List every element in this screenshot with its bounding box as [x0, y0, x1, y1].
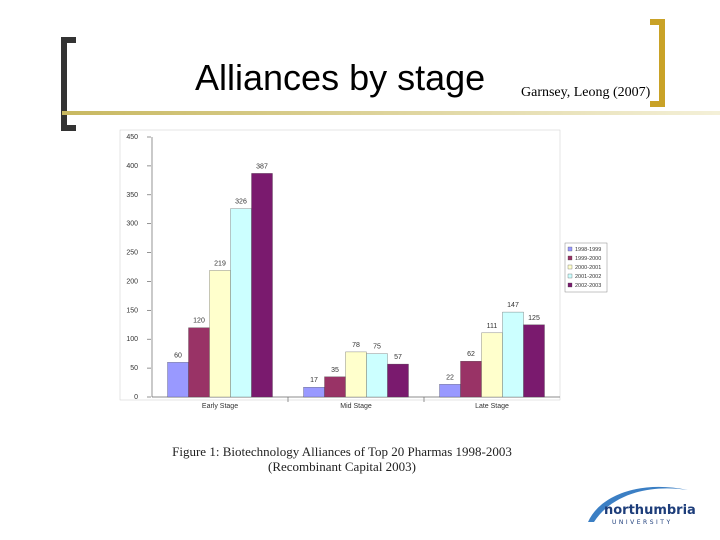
- bar: [366, 353, 388, 398]
- right-bracket: [650, 19, 665, 107]
- legend-swatch: [567, 246, 573, 252]
- bar: [481, 332, 503, 398]
- y-tick-label: 300: [126, 221, 138, 228]
- legend-label: 1999-2000: [575, 256, 601, 262]
- caption: (Recombinant Capital 2003): [268, 459, 416, 474]
- legend-swatch: [567, 282, 573, 288]
- legend-swatch: [567, 255, 573, 261]
- logo-swoosh: [588, 486, 688, 522]
- y-tick-label: 450: [126, 134, 138, 141]
- value-label: 387: [256, 163, 268, 170]
- bar: [230, 208, 252, 398]
- y-tick-label: 400: [126, 163, 138, 170]
- x-tick-label: Early Stage: [202, 403, 238, 410]
- bar: [523, 324, 545, 398]
- value-label: 326: [235, 199, 247, 206]
- y-tick-label: 150: [126, 307, 138, 314]
- legend-swatch: [567, 273, 573, 279]
- bar: [188, 327, 210, 398]
- logo-subtitle: UNIVERSITY: [612, 519, 673, 526]
- value-label: 62: [467, 351, 475, 358]
- bar: [345, 351, 367, 398]
- title-rule: [62, 111, 720, 115]
- bar: [303, 387, 325, 398]
- bar: [324, 376, 346, 398]
- value-label: 78: [352, 342, 360, 349]
- value-label: 57: [394, 354, 402, 361]
- value-label: 111: [487, 323, 498, 330]
- value-label: 22: [446, 374, 454, 381]
- bar: [209, 270, 231, 398]
- x-tick-label: Mid Stage: [340, 403, 372, 410]
- legend-swatch: [567, 264, 573, 270]
- value-label: 147: [507, 302, 519, 309]
- caption: Figure 1: Biotechnology Alliances of Top…: [172, 444, 512, 459]
- y-tick-label: 250: [126, 250, 138, 257]
- value-label: 120: [193, 318, 205, 325]
- value-label: 125: [528, 315, 540, 322]
- y-tick-label: 0: [134, 394, 138, 401]
- y-tick-label: 50: [130, 365, 138, 372]
- citation: Garnsey, Leong (2007): [521, 85, 651, 100]
- value-label: 35: [331, 367, 339, 374]
- bar: [439, 384, 461, 398]
- value-label: 75: [373, 344, 381, 351]
- bar: [502, 311, 524, 398]
- value-label: 17: [310, 377, 318, 384]
- slide-title: Alliances by stage: [195, 57, 485, 98]
- legend-label: 2002-2003: [575, 283, 601, 289]
- logo-name: northumbria: [604, 503, 696, 518]
- value-label: 60: [174, 352, 182, 359]
- y-tick-label: 100: [126, 336, 138, 343]
- left-bracket: [61, 37, 76, 131]
- bar: [387, 363, 409, 398]
- value-label: 219: [214, 260, 226, 267]
- legend-label: 1998-1999: [575, 247, 601, 253]
- bar: [167, 362, 189, 398]
- y-tick-label: 350: [126, 192, 138, 199]
- legend-label: 2001-2002: [575, 274, 601, 280]
- legend-label: 2000-2001: [575, 265, 601, 271]
- bar: [460, 361, 482, 398]
- bar: [251, 173, 273, 398]
- y-tick-label: 200: [126, 278, 138, 285]
- x-tick-label: Late Stage: [475, 403, 509, 410]
